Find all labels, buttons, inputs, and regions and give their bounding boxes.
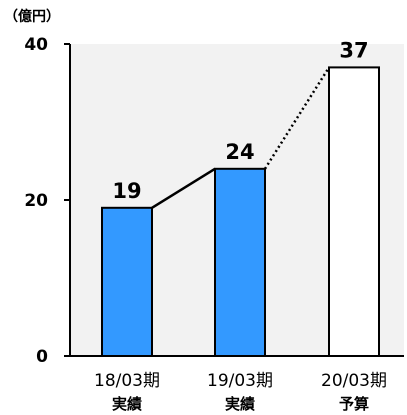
category-label-3: 20/03期	[321, 371, 387, 391]
unit-label: （億円）	[4, 8, 60, 25]
y-tick-label-40: 40	[24, 35, 48, 55]
category-label-1: 18/03期	[94, 371, 160, 391]
category-sublabel-2: 実績	[225, 395, 255, 413]
value-label-1: 19	[112, 179, 141, 203]
category-label-2: 19/03期	[207, 371, 273, 391]
category-sublabel-1: 実績	[112, 395, 142, 413]
bar-1	[101, 206, 153, 357]
bar-3	[328, 66, 380, 358]
value-label-2: 24	[225, 140, 254, 164]
connector-lines	[151, 66, 331, 209]
connector-solid-1	[151, 167, 216, 209]
bar-2	[214, 167, 266, 357]
y-tick-label-20: 20	[24, 191, 48, 211]
category-sublabel-3: 予算	[339, 395, 369, 413]
bars-group	[101, 66, 380, 358]
axes: 0 20 40	[24, 35, 404, 367]
value-label-3: 37	[339, 38, 368, 62]
y-tick-label-0: 0	[36, 347, 48, 367]
